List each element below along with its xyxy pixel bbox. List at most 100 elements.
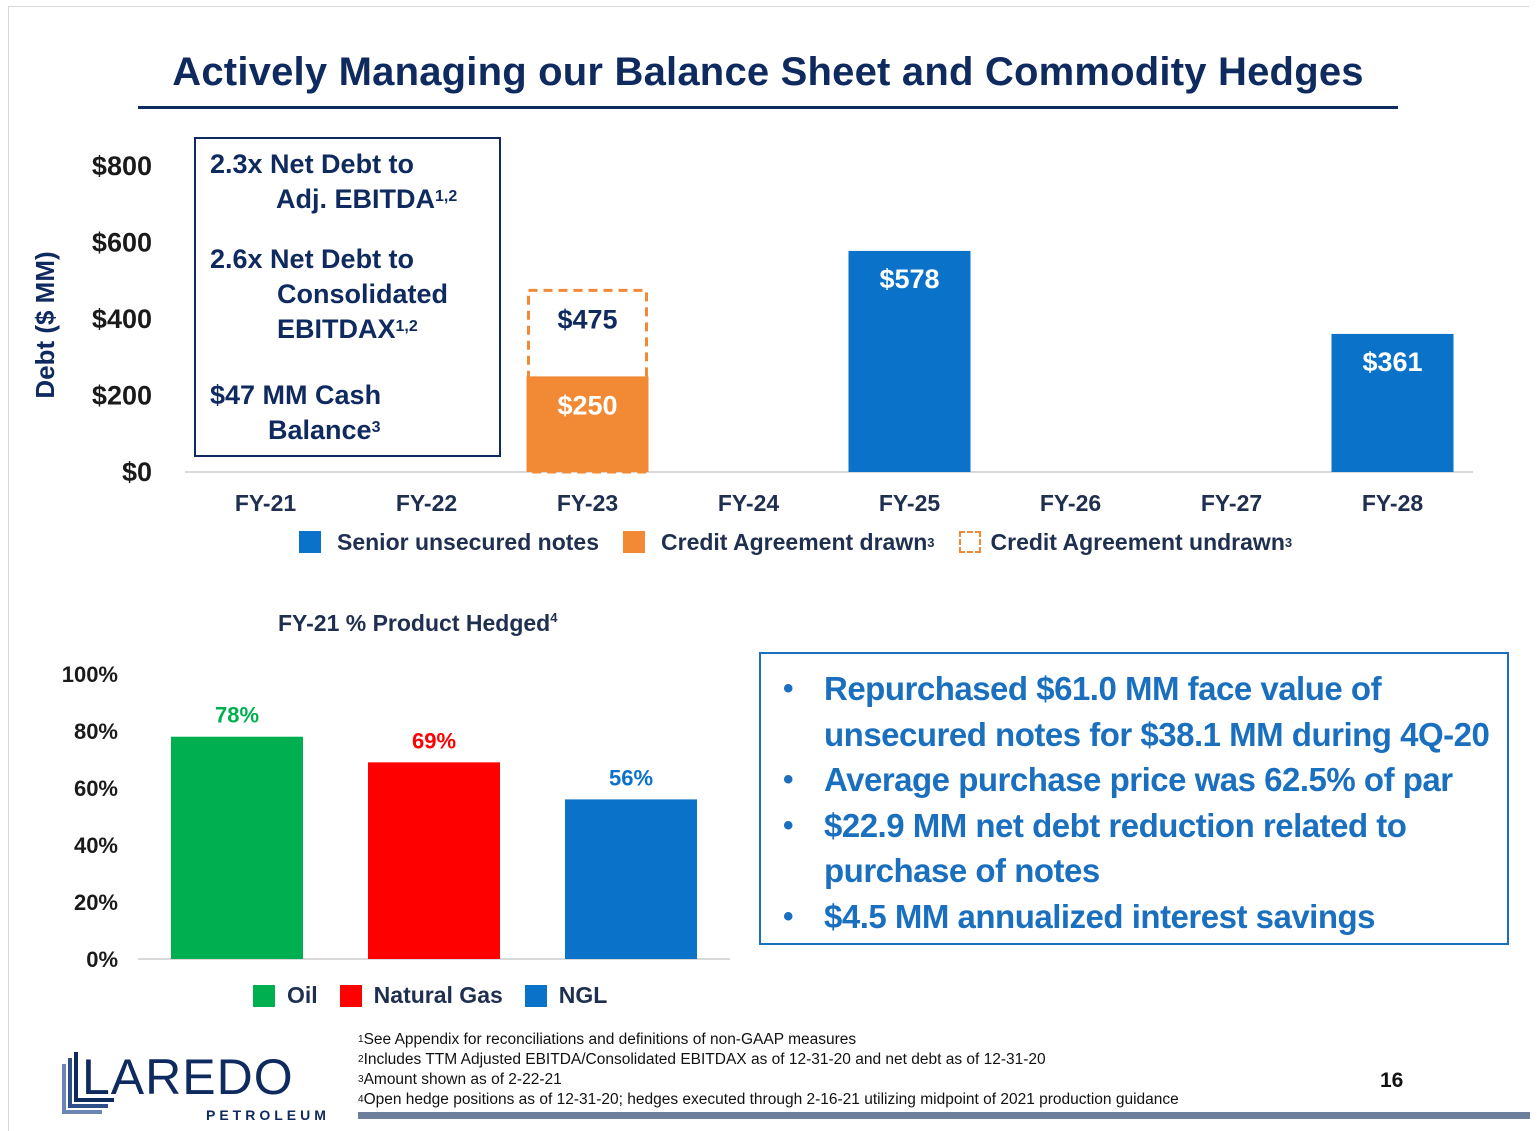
debt-maturity-chart: $0 $200 $400 $600 $800 Debt ($ MM) FY-21 FY-22 F… <box>30 151 1473 516</box>
footnote-text: See Appendix for reconciliations and def… <box>363 1031 857 1048</box>
title-underline <box>138 106 1398 109</box>
x-tick-label: FY-23 <box>557 490 618 516</box>
y-tick-label: $0 <box>122 457 152 487</box>
y-tick-label: $400 <box>92 304 152 334</box>
metric-line: $47 MM Cash <box>210 380 382 410</box>
data-label: 56% <box>609 765 653 790</box>
data-label: 69% <box>412 728 456 753</box>
y-tick-label: 40% <box>74 833 118 858</box>
legend-item-oil: Oil <box>253 982 318 1009</box>
legend-swatch <box>623 531 646 553</box>
y-tick-label: 0% <box>86 947 118 972</box>
footnote-number: 3 <box>358 1074 364 1085</box>
footnotes: 1See Appendix for reconciliations and de… <box>358 1030 1179 1110</box>
footnote-ref: 1,2 <box>435 188 458 205</box>
footnote-text: Includes TTM Adjusted EBITDA/Consolidate… <box>363 1051 1046 1068</box>
legend-label: Credit Agreement undrawn <box>990 528 1285 555</box>
legend-label: Senior unsecured notes <box>337 528 600 555</box>
bar-senior-notes <box>1331 333 1454 472</box>
legend-label: Credit Agreement drawn <box>661 528 928 555</box>
legend-item-credit-undrawn: Credit Agreement undrawn 3 <box>958 528 1293 556</box>
legend-item-ngl: NGL <box>524 982 608 1009</box>
highlight-item: $22.9 MM net debt reduction related to p… <box>783 803 1491 894</box>
footnote: 2Includes TTM Adjusted EBITDA/Consolidat… <box>358 1050 1179 1070</box>
legend-swatch <box>253 984 275 1007</box>
metric-net-debt-adj-ebitda: 2.3x Net Debt to Adj. EBITDA1,2 <box>210 147 457 217</box>
footnote-ref: 3 <box>1284 534 1293 550</box>
footnote: 1See Appendix for reconciliations and de… <box>358 1030 1179 1050</box>
debt-chart-legend: Senior unsecured notes Credit Agreement … <box>299 527 1316 557</box>
footnote: 4Open hedge positions as of 12-31-20; he… <box>358 1090 1179 1110</box>
x-tick-label: FY-27 <box>1201 490 1262 516</box>
highlights-box: Repurchased $61.0 MM face value of unsec… <box>759 652 1509 945</box>
data-label: $250 <box>557 390 617 420</box>
leverage-metrics-box: 2.3x Net Debt to Adj. EBITDA1,2 2.6x Net… <box>194 137 501 457</box>
x-tick-label: FY-25 <box>879 490 941 516</box>
footer-rule <box>358 1112 1530 1119</box>
y-tick-label: $200 <box>92 381 152 411</box>
data-label: $361 <box>1362 347 1422 377</box>
bar-credit-drawn <box>526 376 649 472</box>
footnote-ref: 3 <box>371 419 381 436</box>
footnote-ref: 3 <box>927 534 935 550</box>
highlights-list: Repurchased $61.0 MM face value of unsec… <box>783 666 1491 939</box>
metric-text: Balance <box>268 415 372 445</box>
footnote-text: Open hedge positions as of 12-31-20; hed… <box>363 1091 1179 1108</box>
legend-label: Natural Gas <box>373 982 503 1008</box>
legend-item-senior-notes: Senior unsecured notes <box>299 529 599 556</box>
y-tick-label: 20% <box>74 890 118 915</box>
metric-line: 2.6x Net Debt to <box>210 244 415 274</box>
hedge-chart-legend: Oil Natural Gas NGL <box>253 982 629 1009</box>
metric-cash-balance: $47 MM Cash Balance3 <box>210 378 381 448</box>
y-tick-label: 100% <box>62 662 118 687</box>
footnote-number: 1 <box>358 1034 364 1045</box>
product-hedged-chart: 0% 20% 40% 60% 80% 100% 78% 69% 56% <box>62 662 730 972</box>
y-tick-label: $800 <box>92 151 152 181</box>
y-axis-title: Debt ($ MM) <box>30 251 60 398</box>
legend-swatch <box>958 531 981 553</box>
metric-net-debt-consolidated-ebitdax: 2.6x Net Debt to Consolidated EBITDAX1,2 <box>210 242 448 347</box>
x-tick-label: FY-21 <box>235 490 297 516</box>
footnote-text: Amount shown as of 2-22-21 <box>363 1071 562 1088</box>
metric-text: EBITDAX <box>277 314 396 344</box>
highlight-item: $4.5 MM annualized interest savings <box>783 894 1491 940</box>
x-tick-label: FY-24 <box>718 490 780 516</box>
hedge-bar <box>565 799 697 959</box>
x-tick-label: FY-26 <box>1040 490 1101 516</box>
data-label: 78% <box>215 703 259 728</box>
legend-item-credit-drawn: Credit Agreement drawn 3 <box>623 529 935 556</box>
page-number: 16 <box>1380 1069 1404 1092</box>
logo-subtext: PETROLEUM <box>206 1107 330 1123</box>
hedge-chart-title: FY-21 % Product Hedged4 <box>278 610 557 637</box>
slide-frame <box>8 6 1529 1131</box>
logo-mark-icon <box>62 1052 114 1114</box>
metric-line: 2.3x Net Debt to <box>210 149 415 179</box>
footnote-ref: 1,2 <box>395 318 418 335</box>
y-tick-label: 60% <box>74 776 118 801</box>
legend-swatch <box>339 984 362 1007</box>
footnote: 3Amount shown as of 2-22-21 <box>358 1070 1179 1090</box>
bar-senior-notes <box>848 250 971 472</box>
metric-line: Balance3 <box>210 413 381 448</box>
metric-line: EBITDAX1,2 <box>210 312 448 347</box>
highlight-item: Repurchased $61.0 MM face value of unsec… <box>783 666 1491 757</box>
hedge-bar <box>171 736 303 959</box>
y-tick-label: 80% <box>74 719 118 744</box>
logo-wordmark: LAREDO <box>82 1049 294 1105</box>
legend-swatch <box>299 531 321 553</box>
slide-title: Actively Managing our Balance Sheet and … <box>172 50 1364 94</box>
footnote-ref: 4 <box>550 610 558 625</box>
data-label: $475 <box>557 304 617 334</box>
highlight-item: Average purchase price was 62.5% of par <box>783 757 1491 803</box>
y-tick-label: $600 <box>92 228 152 258</box>
legend-label: NGL <box>558 982 608 1008</box>
data-label: $578 <box>879 264 939 294</box>
hedge-bar <box>368 762 500 959</box>
laredo-petroleum-logo: LAREDO PETROLEUM <box>62 1049 330 1123</box>
metric-line: Consolidated <box>277 279 449 309</box>
x-tick-label: FY-22 <box>396 490 457 516</box>
hedge-chart-title-text: FY-21 % Product Hedged <box>278 610 551 636</box>
metric-text: Adj. EBITDA <box>276 184 435 214</box>
footnote-number: 2 <box>358 1054 364 1065</box>
legend-swatch <box>524 984 547 1007</box>
